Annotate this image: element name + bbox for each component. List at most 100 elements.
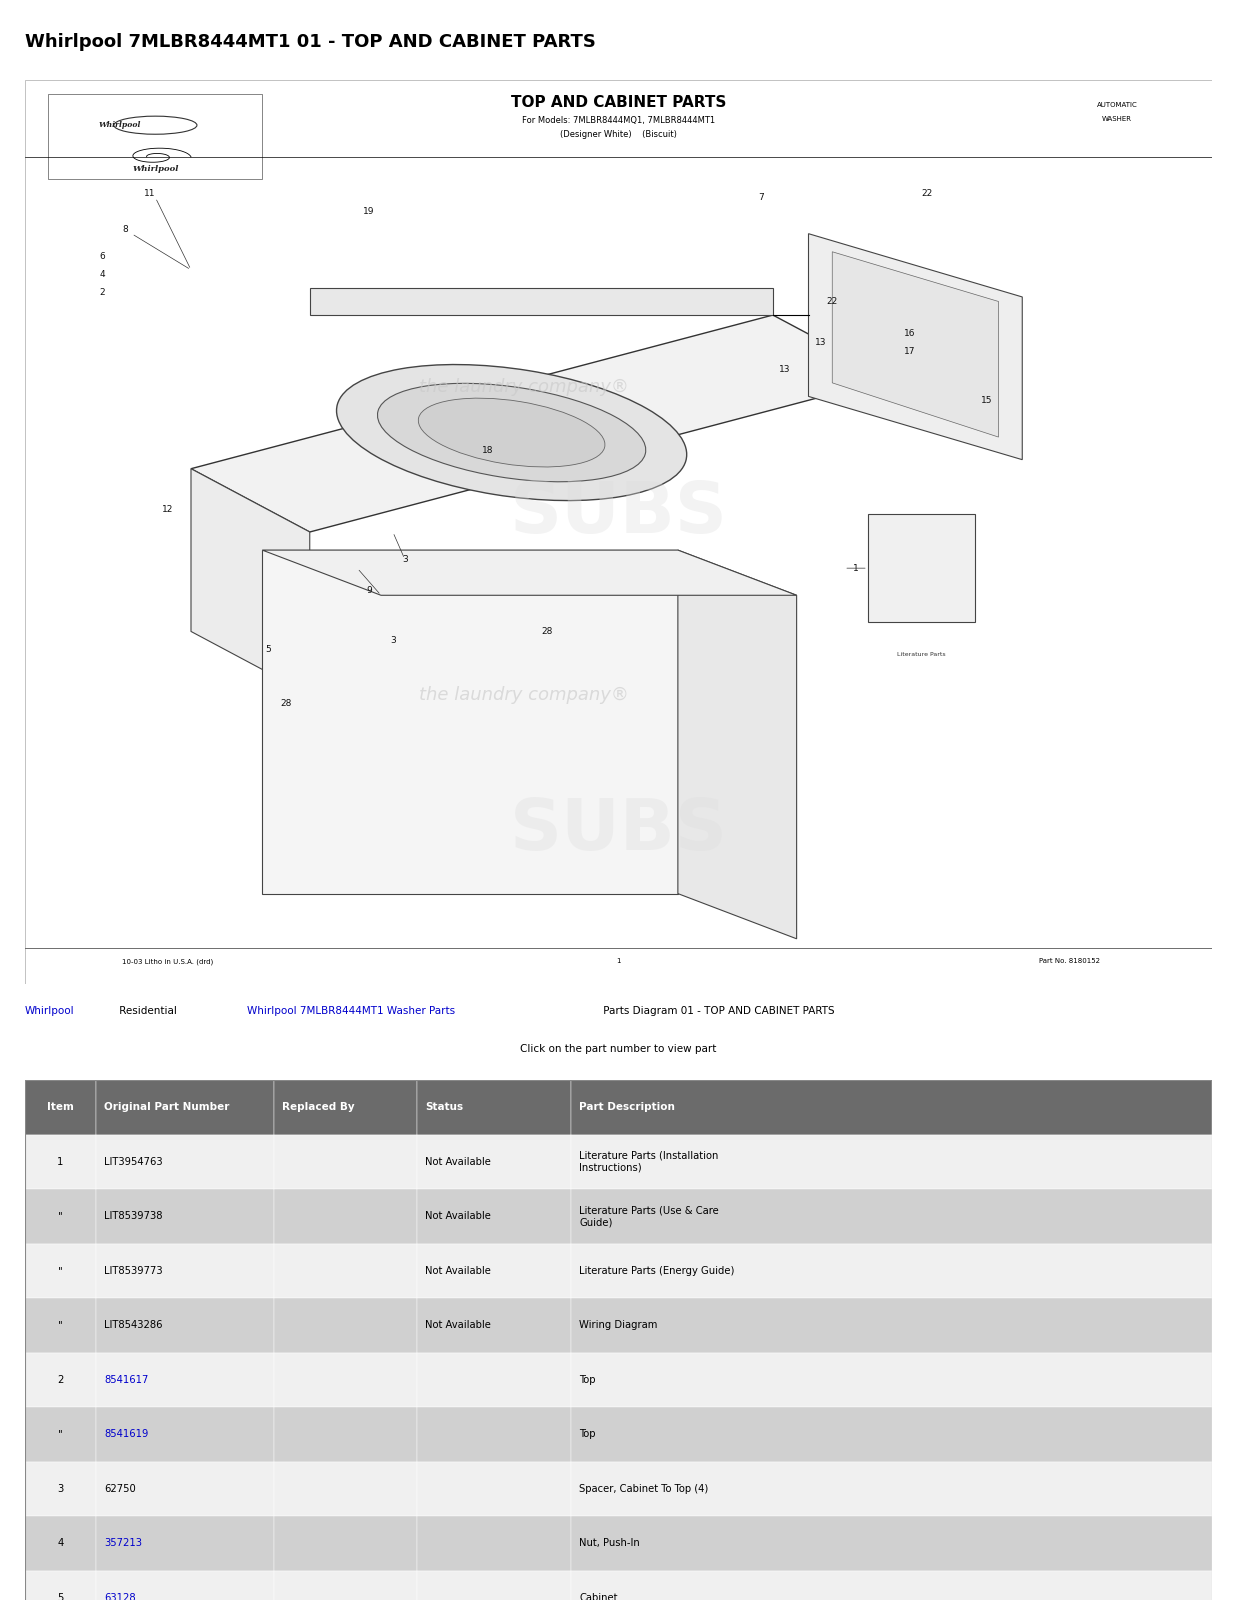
Text: Click on the part number to view part: Click on the part number to view part: [521, 1043, 716, 1054]
Text: Whirlpool: Whirlpool: [132, 165, 178, 173]
Text: Literature Parts (Energy Guide): Literature Parts (Energy Guide): [579, 1266, 735, 1275]
Text: 6: 6: [99, 251, 105, 261]
Polygon shape: [262, 550, 797, 595]
Text: Literature Parts: Literature Parts: [897, 651, 945, 656]
Text: Part Description: Part Description: [579, 1102, 675, 1112]
Bar: [275, 1571, 417, 1600]
Text: 8541619: 8541619: [104, 1429, 148, 1440]
Bar: [275, 1189, 417, 1243]
Bar: [96, 1517, 275, 1571]
Ellipse shape: [114, 117, 197, 134]
Text: 1: 1: [854, 563, 858, 573]
Bar: [25, 1243, 96, 1298]
Bar: [417, 1352, 571, 1406]
Text: Item: Item: [47, 1102, 74, 1112]
Text: 8: 8: [122, 224, 129, 234]
Bar: [96, 1406, 275, 1461]
Bar: [417, 1298, 571, 1352]
Bar: [417, 1243, 571, 1298]
Text: 13: 13: [779, 365, 790, 374]
Bar: [417, 1461, 571, 1517]
Text: 8541617: 8541617: [104, 1374, 148, 1384]
Bar: [275, 1080, 417, 1134]
Text: 5: 5: [265, 645, 271, 654]
Text: Parts Diagram 01 - TOP AND CABINET PARTS: Parts Diagram 01 - TOP AND CABINET PARTS: [600, 1006, 835, 1016]
Text: 19: 19: [364, 206, 375, 216]
Text: ": ": [58, 1320, 63, 1330]
Text: Nut, Push-In: Nut, Push-In: [579, 1538, 640, 1549]
Text: 62750: 62750: [104, 1483, 136, 1494]
Bar: [868, 514, 975, 622]
Text: the laundry company®: the laundry company®: [418, 378, 628, 397]
Text: Whirlpool: Whirlpool: [99, 122, 141, 130]
Text: 22: 22: [922, 189, 933, 197]
Bar: [25, 1298, 96, 1352]
Bar: [571, 1461, 1212, 1517]
Bar: [96, 1243, 275, 1298]
Text: Not Available: Not Available: [426, 1211, 491, 1221]
Bar: [571, 1571, 1212, 1600]
Bar: [96, 1352, 275, 1406]
Text: 1: 1: [57, 1157, 63, 1166]
Bar: [571, 1517, 1212, 1571]
Text: Part No. 8180152: Part No. 8180152: [1039, 958, 1100, 965]
Text: Wiring Diagram: Wiring Diagram: [579, 1320, 658, 1330]
Text: 28: 28: [542, 627, 553, 635]
Text: 4: 4: [99, 270, 105, 278]
Text: Literature Parts (Use & Care
Guide): Literature Parts (Use & Care Guide): [579, 1205, 719, 1227]
Text: LIT8543286: LIT8543286: [104, 1320, 163, 1330]
Text: Literature Parts (Installation
Instructions): Literature Parts (Installation Instructi…: [579, 1150, 719, 1173]
Text: 9: 9: [366, 586, 372, 595]
Bar: [96, 1189, 275, 1243]
Text: Whirlpool: Whirlpool: [25, 1006, 74, 1016]
Text: TOP AND CABINET PARTS: TOP AND CABINET PARTS: [511, 94, 726, 110]
Bar: [96, 1080, 275, 1134]
Text: ": ": [58, 1429, 63, 1440]
Bar: [417, 1189, 571, 1243]
Bar: [25, 1461, 96, 1517]
Text: Spacer, Cabinet To Top (4): Spacer, Cabinet To Top (4): [579, 1483, 709, 1494]
Bar: [417, 1080, 571, 1134]
Ellipse shape: [418, 398, 605, 467]
Polygon shape: [309, 288, 773, 315]
Text: For Models: 7MLBR8444MQ1, 7MLBR8444MT1: For Models: 7MLBR8444MQ1, 7MLBR8444MT1: [522, 117, 715, 125]
Ellipse shape: [336, 365, 687, 501]
Text: 18: 18: [482, 446, 494, 454]
Bar: [96, 1134, 275, 1189]
Text: Not Available: Not Available: [426, 1320, 491, 1330]
Bar: [417, 1134, 571, 1189]
Text: 4: 4: [57, 1538, 63, 1549]
Text: ": ": [58, 1211, 63, 1221]
Text: the laundry company®: the laundry company®: [418, 686, 628, 704]
Ellipse shape: [377, 384, 646, 482]
Bar: [96, 1571, 275, 1600]
Bar: [275, 1461, 417, 1517]
Bar: [25, 1406, 96, 1461]
Bar: [275, 1406, 417, 1461]
Polygon shape: [190, 469, 309, 694]
Bar: [571, 1189, 1212, 1243]
Bar: [417, 1517, 571, 1571]
Polygon shape: [190, 315, 892, 531]
Text: Replaced By: Replaced By: [282, 1102, 355, 1112]
Text: 10-03 Litho in U.S.A. (drd): 10-03 Litho in U.S.A. (drd): [121, 958, 213, 965]
Text: Top: Top: [579, 1429, 596, 1440]
Bar: [275, 1298, 417, 1352]
Text: 1: 1: [616, 958, 621, 965]
Text: Top: Top: [579, 1374, 596, 1384]
Text: Not Available: Not Available: [426, 1157, 491, 1166]
Text: 2: 2: [99, 288, 105, 298]
Bar: [96, 1461, 275, 1517]
Bar: [417, 1406, 571, 1461]
Text: Not Available: Not Available: [426, 1266, 491, 1275]
Polygon shape: [678, 550, 797, 939]
Text: 15: 15: [981, 397, 992, 405]
Bar: [275, 1243, 417, 1298]
Bar: [571, 1406, 1212, 1461]
Text: WASHER: WASHER: [1102, 115, 1132, 122]
Bar: [25, 1517, 96, 1571]
Bar: [571, 1243, 1212, 1298]
Bar: [571, 1134, 1212, 1189]
Text: ": ": [58, 1266, 63, 1275]
Text: Status: Status: [426, 1102, 463, 1112]
